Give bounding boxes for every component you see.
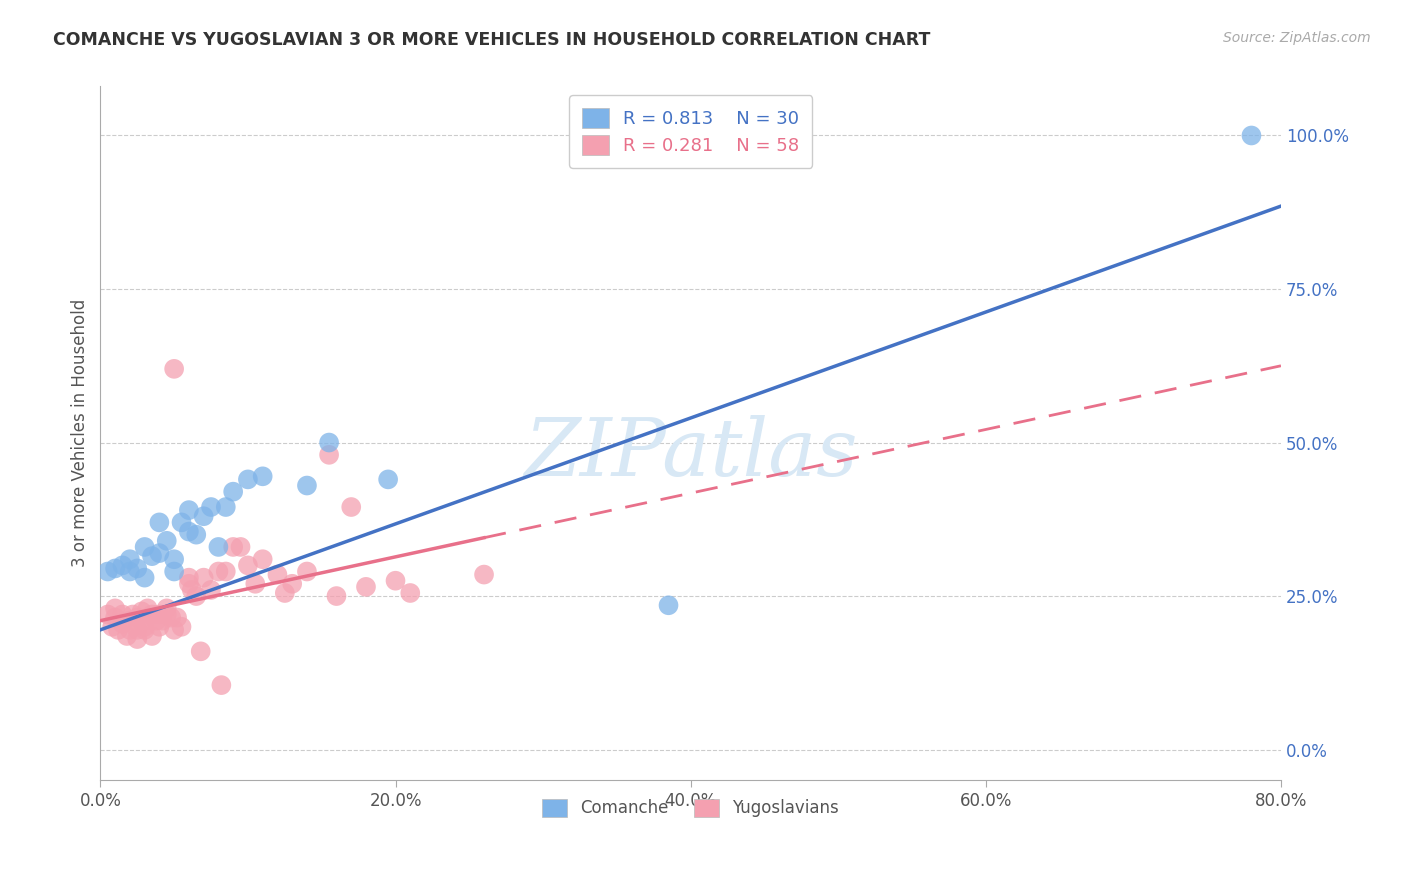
- Legend: Comanche, Yugoslavians: Comanche, Yugoslavians: [536, 792, 846, 824]
- Point: [281, 576, 304, 591]
- Point: [1240, 128, 1263, 143]
- Point: [200, 500, 222, 514]
- Point: [121, 607, 143, 622]
- Text: ZIPatlas: ZIPatlas: [524, 416, 858, 493]
- Y-axis label: 3 or more Vehicles in Household: 3 or more Vehicles in Household: [72, 299, 89, 567]
- Point: [118, 623, 141, 637]
- Point: [177, 576, 200, 591]
- Point: [252, 469, 274, 483]
- Point: [97, 607, 120, 622]
- Point: [318, 448, 340, 462]
- Point: [134, 614, 156, 628]
- Point: [148, 546, 170, 560]
- Point: [115, 629, 138, 643]
- Point: [111, 616, 134, 631]
- Point: [160, 610, 183, 624]
- Point: [399, 586, 422, 600]
- Point: [222, 484, 245, 499]
- Point: [141, 607, 163, 622]
- Point: [252, 552, 274, 566]
- Point: [177, 524, 200, 539]
- Point: [190, 644, 212, 658]
- Point: [97, 565, 120, 579]
- Point: [148, 516, 170, 530]
- Point: [134, 623, 156, 637]
- Point: [118, 614, 141, 628]
- Point: [229, 540, 252, 554]
- Point: [107, 623, 129, 637]
- Point: [177, 571, 200, 585]
- Point: [236, 472, 259, 486]
- Point: [156, 607, 179, 622]
- Point: [207, 540, 229, 554]
- Point: [150, 614, 173, 628]
- Point: [170, 516, 193, 530]
- Point: [180, 582, 202, 597]
- Point: [266, 567, 288, 582]
- Point: [127, 623, 149, 637]
- Point: [111, 558, 134, 573]
- Point: [104, 561, 127, 575]
- Point: [163, 565, 186, 579]
- Point: [118, 565, 141, 579]
- Point: [104, 601, 127, 615]
- Point: [472, 567, 495, 582]
- Point: [186, 589, 208, 603]
- Point: [236, 558, 259, 573]
- Point: [177, 503, 200, 517]
- Point: [377, 472, 399, 486]
- Point: [156, 533, 179, 548]
- Point: [141, 629, 163, 643]
- Point: [134, 571, 156, 585]
- Point: [222, 540, 245, 554]
- Point: [186, 527, 208, 541]
- Point: [127, 610, 149, 624]
- Point: [193, 571, 215, 585]
- Point: [156, 601, 179, 615]
- Point: [340, 500, 363, 514]
- Point: [274, 586, 297, 600]
- Point: [215, 565, 238, 579]
- Point: [163, 362, 186, 376]
- Point: [245, 576, 267, 591]
- Point: [193, 509, 215, 524]
- Point: [104, 610, 127, 624]
- Point: [136, 601, 159, 615]
- Point: [354, 580, 377, 594]
- Point: [170, 620, 193, 634]
- Point: [384, 574, 406, 588]
- Point: [131, 604, 153, 618]
- Point: [163, 552, 186, 566]
- Point: [127, 632, 149, 646]
- Point: [145, 614, 167, 628]
- Point: [215, 500, 238, 514]
- Point: [148, 620, 170, 634]
- Point: [118, 552, 141, 566]
- Point: [134, 540, 156, 554]
- Point: [127, 561, 149, 575]
- Point: [134, 620, 156, 634]
- Point: [148, 607, 170, 622]
- Point: [207, 565, 229, 579]
- Point: [325, 589, 347, 603]
- Point: [209, 678, 232, 692]
- Point: [318, 435, 340, 450]
- Point: [295, 478, 318, 492]
- Point: [657, 599, 679, 613]
- Point: [141, 549, 163, 563]
- Point: [163, 623, 186, 637]
- Text: COMANCHE VS YUGOSLAVIAN 3 OR MORE VEHICLES IN HOUSEHOLD CORRELATION CHART: COMANCHE VS YUGOSLAVIAN 3 OR MORE VEHICL…: [53, 31, 931, 49]
- Point: [200, 582, 222, 597]
- Point: [101, 620, 124, 634]
- Text: Source: ZipAtlas.com: Source: ZipAtlas.com: [1223, 31, 1371, 45]
- Point: [111, 607, 134, 622]
- Point: [295, 565, 318, 579]
- Point: [166, 610, 188, 624]
